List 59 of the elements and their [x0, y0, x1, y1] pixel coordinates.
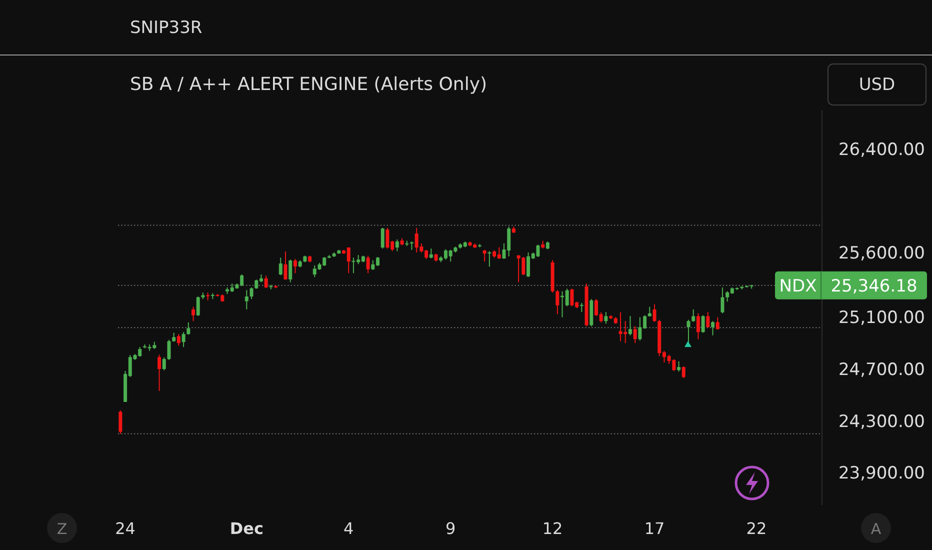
candlestick	[206, 292, 210, 301]
candlestick	[186, 322, 190, 336]
y-tick-label: 25,600.00	[838, 243, 925, 264]
candlestick	[192, 306, 196, 322]
candlestick	[429, 248, 433, 259]
candlestick	[278, 257, 282, 276]
candlestick	[556, 290, 560, 315]
candlestick	[716, 316, 720, 330]
candlestick	[366, 255, 370, 274]
x-tick-label: 17	[644, 519, 665, 538]
x-tick-label: Dec	[230, 519, 264, 538]
candlestick	[196, 296, 200, 316]
candlestick	[118, 410, 122, 434]
candlestick	[284, 250, 288, 280]
candlestick	[652, 304, 656, 322]
y-tick-label: 26,400.00	[838, 140, 925, 160]
candlestick	[293, 258, 297, 274]
text: A	[870, 520, 882, 538]
y-tick-label: 23,900.00	[838, 464, 925, 484]
x-tick-label: 22	[746, 519, 767, 538]
x-tick-label: 12	[542, 519, 563, 538]
text: Z	[56, 520, 68, 538]
chart-title: SB A / A++ ALERT ENGINE (Alerts Only)	[130, 74, 488, 95]
candlestick	[720, 286, 724, 314]
x-tick-label: 9	[445, 519, 456, 538]
candlestick	[176, 334, 180, 346]
candlestick	[380, 227, 384, 250]
candlestick	[395, 239, 399, 252]
candlestick	[701, 314, 705, 334]
candlestick	[696, 312, 700, 340]
text: USD	[858, 75, 896, 95]
candlestick	[692, 308, 696, 322]
candlestick	[482, 249, 486, 262]
text: SNIP33R	[130, 18, 202, 38]
candlestick	[633, 326, 637, 344]
ref-line-label: NDX	[779, 276, 818, 296]
candlestick	[706, 312, 710, 328]
candlestick	[682, 366, 686, 379]
candlestick	[488, 250, 492, 268]
candlestick	[158, 354, 162, 392]
text: 25,346.18	[830, 276, 918, 296]
candlestick	[250, 286, 254, 300]
candlestick	[182, 332, 186, 348]
candlestick	[580, 302, 584, 313]
candlestick	[167, 339, 171, 360]
candlestick	[628, 315, 632, 336]
y-tick-label: 24,700.00	[838, 360, 925, 380]
candlestick	[604, 312, 608, 324]
candlestick	[244, 290, 248, 310]
x-tick-label: 4	[344, 519, 354, 538]
candlestick	[711, 320, 715, 336]
candlestick	[677, 360, 681, 372]
candlestick	[162, 356, 166, 371]
candlestick	[288, 259, 292, 283]
y-tick-label: 25,100.00	[838, 308, 925, 328]
y-tick-label: 24,300.00	[838, 412, 925, 432]
candlestick	[172, 332, 176, 342]
candlestick	[264, 275, 268, 289]
x-tick-label: 24	[115, 519, 136, 538]
